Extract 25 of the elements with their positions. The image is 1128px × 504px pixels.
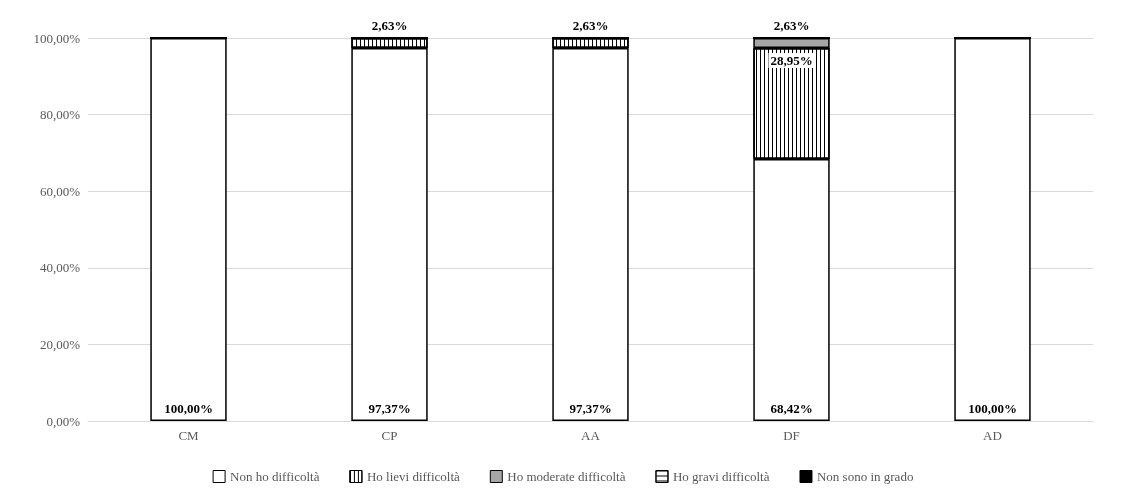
y-tick-label: 40,00%: [39, 260, 81, 276]
legend-label: Ho lievi difficoltà: [366, 469, 461, 484]
x-tick-label: CM: [178, 428, 200, 443]
y-tick-label: 60,00%: [39, 183, 81, 199]
data-label: 2,63%: [773, 18, 810, 33]
data-label: 97,37%: [569, 401, 612, 416]
y-tick-label: 20,00%: [39, 336, 81, 352]
legend-label: Ho moderate difficoltà: [507, 469, 626, 484]
x-tick-label: DF: [783, 428, 800, 443]
legend-label: Non sono in grado: [816, 469, 914, 484]
x-tick-label: CP: [381, 428, 398, 443]
legend-label: Non ho difficoltà: [230, 469, 320, 484]
y-tick-label: 80,00%: [39, 107, 81, 123]
data-label: 97,37%: [368, 401, 411, 416]
x-tick-label: AD: [983, 428, 1002, 443]
data-label: 28,95%: [770, 53, 813, 69]
y-tick-label: 0,00%: [46, 413, 81, 429]
data-label: 2,63%: [371, 18, 408, 33]
legend-label: Ho gravi difficoltà: [672, 469, 770, 484]
data-label: 2,63%: [572, 18, 609, 33]
x-tick-label: AA: [581, 428, 601, 443]
data-label: 100,00%: [968, 401, 1017, 416]
data-label: 100,00%: [164, 401, 213, 416]
data-label: 68,42%: [770, 401, 813, 416]
y-tick-label: 100,00%: [33, 30, 81, 46]
